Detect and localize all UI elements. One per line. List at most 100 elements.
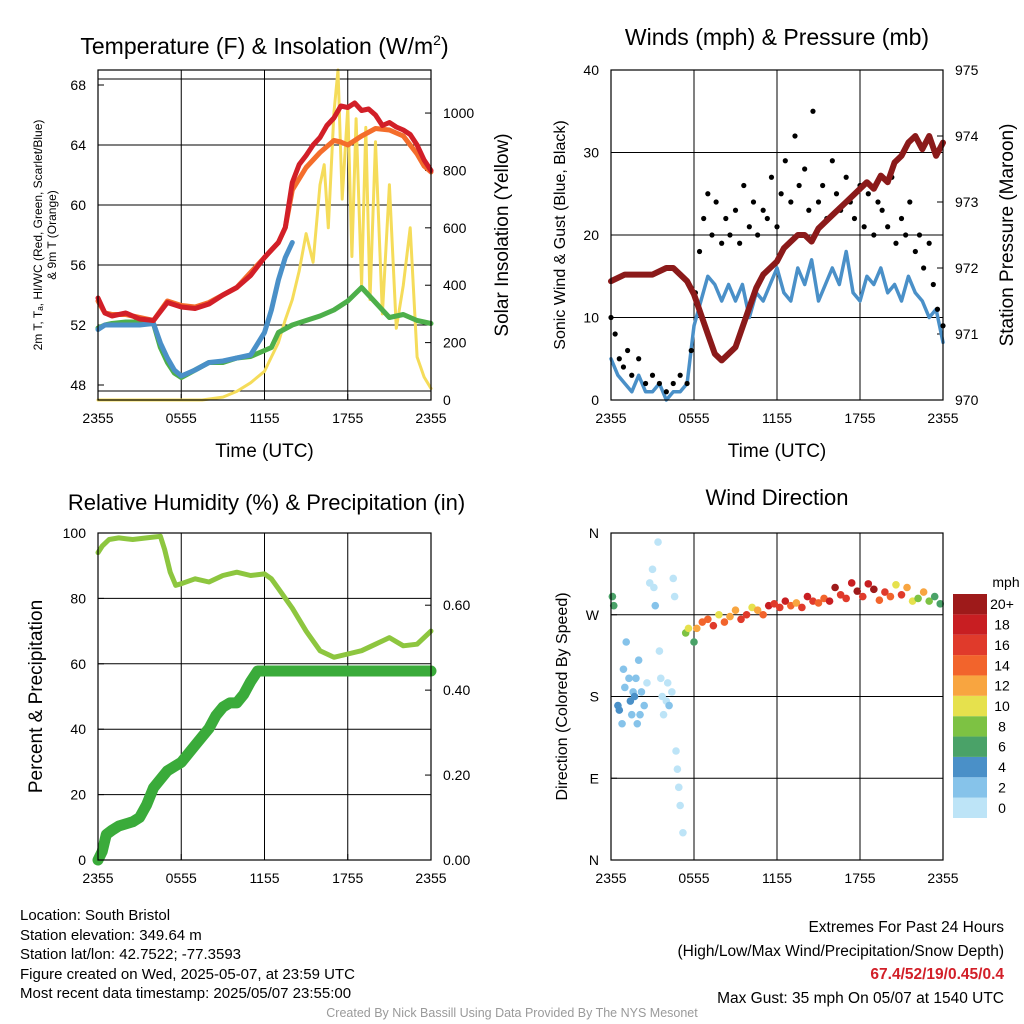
y2-tick-label: 0 xyxy=(443,392,451,408)
direction-point xyxy=(609,601,618,610)
gust-point xyxy=(792,133,798,139)
x-tick-label: 2355 xyxy=(82,410,113,426)
y-tick-label: 40 xyxy=(583,62,599,78)
station-latlon: Station lat/lon: 42.7522; -77.3593 xyxy=(20,946,242,963)
direction-point xyxy=(715,610,723,619)
gust-point xyxy=(656,380,663,387)
panel-1: 2355 0555 1155 1755 2355 48 52 56 60 64 68 0 200 400 6… xyxy=(31,32,513,462)
gust-point xyxy=(688,347,694,354)
chart-title: Winds (mph) & Pressure (mb) xyxy=(625,24,929,50)
y-tick-label: 100 xyxy=(63,525,87,541)
x-tick-label: 1155 xyxy=(762,870,792,886)
y-tick-label: 0 xyxy=(78,852,86,868)
gust-point xyxy=(782,158,788,164)
gust-point xyxy=(649,372,656,378)
extremes-title: Extremes For Past 24 Hours xyxy=(808,919,1004,936)
direction-point xyxy=(803,592,812,601)
direction-point xyxy=(692,624,701,633)
colorbar-swatch xyxy=(953,634,987,656)
y-tick-label: 64 xyxy=(70,137,86,153)
y-tick-label: 56 xyxy=(70,257,86,273)
panel-2: 2355 0555 1155 1755 2355 0 10 20 30 40 970 971 972 97… xyxy=(552,24,1018,462)
direction-point xyxy=(633,719,642,728)
direction-point xyxy=(825,597,834,605)
direction-point xyxy=(720,618,729,626)
chart-title: Wind Direction xyxy=(705,485,848,510)
extremes-subtitle: (High/Low/Max Wind/Precipitation/Snow De… xyxy=(677,942,1005,960)
direction-point xyxy=(858,592,867,601)
x-tick-label: 0555 xyxy=(678,870,709,886)
direction-point xyxy=(657,674,665,683)
direction-point xyxy=(709,621,718,630)
direction-point xyxy=(886,592,895,601)
direction-point xyxy=(731,606,740,615)
x-tick-label: 0555 xyxy=(166,410,197,426)
gust-point xyxy=(851,215,858,222)
colorbar-label: 2 xyxy=(998,779,1006,795)
gust-point xyxy=(903,232,909,238)
gust-point xyxy=(727,232,733,238)
gust-point xyxy=(737,240,743,246)
extremes-values: 67.4/52/19/0.45/0.4 xyxy=(870,966,1004,983)
y2-tick-label: 0.20 xyxy=(443,767,470,783)
colorbar-swatch xyxy=(953,736,987,757)
colorbar-label: 20+ xyxy=(990,596,1014,612)
x-tick-label: 2355 xyxy=(595,410,626,426)
gust-point xyxy=(713,199,719,205)
y2-tick-label: 400 xyxy=(443,277,467,293)
x-tick-label: 1155 xyxy=(762,410,792,426)
gust-point xyxy=(750,199,757,205)
direction-point xyxy=(759,610,767,619)
gust-point xyxy=(885,224,891,230)
direction-point xyxy=(634,656,643,664)
speed-colorbar: 0 2 4 6 8 10 12 14 16 18 20+ mph xyxy=(953,574,1020,818)
direction-point xyxy=(619,665,628,674)
x-tick-label: 1755 xyxy=(844,870,875,886)
precip-line xyxy=(92,665,437,866)
y2-axis-label: Solar Insolation (Yellow) xyxy=(492,133,513,336)
gust-point xyxy=(755,232,761,238)
gust-point xyxy=(916,232,923,238)
y-axis-label: Sonic Wind & Gust (Blue, Black) xyxy=(552,120,569,349)
gust-point xyxy=(774,224,780,230)
gust-point xyxy=(723,215,729,222)
direction-point xyxy=(640,701,648,710)
chart-title: Relative Humidity (%) & Precipitation (i… xyxy=(68,490,465,515)
y-tick-label: 68 xyxy=(70,77,86,93)
gust-point xyxy=(764,215,770,222)
y-tick-label: 20 xyxy=(70,787,86,803)
x-tick-label: 1755 xyxy=(332,410,363,426)
y2-tick-label: 0.00 xyxy=(443,852,470,868)
direction-point xyxy=(655,647,664,655)
gust-point xyxy=(778,191,784,197)
direction-point xyxy=(737,615,745,624)
y-tick-label: 0 xyxy=(591,392,599,408)
y-tick-label: 60 xyxy=(70,656,86,672)
y-tick-label: 80 xyxy=(70,590,86,606)
direction-point xyxy=(630,692,639,701)
gust-point xyxy=(629,372,635,378)
direction-point xyxy=(775,603,784,612)
direction-point xyxy=(669,574,678,583)
direction-point xyxy=(632,674,640,683)
x-tick-label: 2355 xyxy=(415,410,446,426)
colorbar-label: 6 xyxy=(998,739,1006,755)
gust-point xyxy=(926,240,932,246)
colorbar-swatch xyxy=(953,777,987,798)
colorbar-swatch xyxy=(953,594,987,615)
y2-tick-label: 800 xyxy=(443,162,467,178)
y-tick-label: 10 xyxy=(583,310,599,326)
gust-point xyxy=(663,389,669,395)
gust-point xyxy=(709,232,715,238)
gust-point xyxy=(820,182,826,189)
direction-point xyxy=(831,583,839,592)
gust-point xyxy=(701,215,707,222)
gust-point xyxy=(620,364,627,370)
colorbar-swatch xyxy=(953,797,987,818)
y2-tick-label: 975 xyxy=(955,62,979,78)
direction-point xyxy=(674,783,683,792)
direction-point xyxy=(654,538,662,546)
gust-point xyxy=(670,380,676,387)
pressure-line xyxy=(608,133,946,364)
gust-point xyxy=(810,108,816,114)
